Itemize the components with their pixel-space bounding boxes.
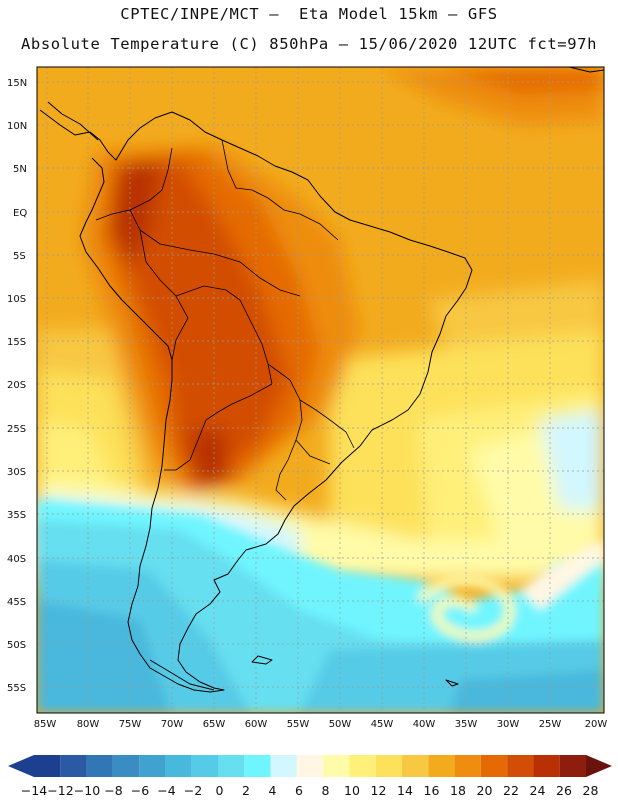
lon-label: 85W [34, 719, 57, 730]
lat-label: EQ [13, 208, 27, 219]
lon-label: 35W [455, 719, 478, 730]
colorbar-swatch [349, 755, 376, 777]
colorbar-swatch [454, 755, 481, 777]
colorbar-swatch [244, 755, 271, 777]
longitude-labels: 85W 80W 75W 70W 65W 60W 55W 50W 45W 40W … [34, 719, 608, 730]
map-title-line-2: Absolute Temperature (C) 850hPa – 15/06/… [20, 35, 598, 53]
colorbar-swatch [86, 755, 113, 777]
colorbar-label: 14 [397, 783, 413, 798]
colorbar-label: 0 [216, 783, 224, 798]
colorbar-swatch [218, 755, 245, 777]
lat-label: 15S [7, 337, 26, 348]
colorbar-label: 4 [269, 783, 277, 798]
colorbar-label: −8 [104, 783, 122, 798]
lon-label: 55W [287, 719, 310, 730]
colorbar-swatch [112, 755, 140, 777]
lat-label: 25S [7, 424, 26, 435]
lon-label: 60W [245, 719, 268, 730]
colorbar-label: 6 [295, 783, 303, 798]
colorbar-swatch [323, 755, 350, 777]
lat-label: 5N [13, 164, 27, 175]
lat-label: 30S [7, 467, 26, 478]
colorbar-label: 12 [371, 783, 387, 798]
lon-label: 25W [539, 719, 562, 730]
colorbar-label: −6 [131, 783, 149, 798]
colorbar-swatch [559, 755, 586, 777]
lat-label: 20S [7, 380, 26, 391]
colorbar-swatch [402, 755, 429, 777]
colorbar-swatch [60, 755, 87, 777]
lat-label: 55S [7, 683, 26, 694]
colorbar-swatch [139, 755, 166, 777]
lon-label: 30W [497, 719, 520, 730]
colorbar-label: −4 [157, 783, 175, 798]
colorbar-swatch [270, 755, 297, 777]
lat-label: 35S [7, 510, 26, 521]
lat-label: 15N [7, 78, 27, 89]
colorbar-label: 24 [530, 783, 546, 798]
colorbar-label: 28 [583, 783, 599, 798]
colorbar-swatch [191, 755, 218, 777]
colorbar-label: 10 [344, 783, 360, 798]
colorbar-label: −12 [47, 783, 73, 798]
colorbar-label: 26 [556, 783, 572, 798]
colorbar-label: 2 [242, 783, 250, 798]
lat-label: 40S [7, 554, 26, 565]
lon-label: 50W [329, 719, 352, 730]
lat-label: 5S [13, 251, 26, 262]
colorbar-label: 8 [322, 783, 330, 798]
colorbar-swatch [34, 755, 61, 777]
colorbar-label: −14 [21, 783, 47, 798]
lon-label: 80W [77, 719, 100, 730]
colorbar-swatch [375, 755, 402, 777]
lon-label: 45W [371, 719, 394, 730]
coastline [39, 67, 604, 693]
lat-label: 50S [7, 640, 26, 651]
colorbar: −14 −12 −10 −8 −6 −4 −2 0 2 4 6 8 10 12 … [8, 755, 612, 798]
colorbar-swatch [480, 755, 508, 777]
lat-label: 45S [7, 597, 26, 608]
map-frame [36, 66, 605, 714]
lat-label: 10N [7, 121, 27, 132]
colorbar-label: −2 [184, 783, 202, 798]
country-borders [95, 139, 355, 501]
lon-label: 75W [119, 719, 142, 730]
lon-label: 40W [413, 719, 436, 730]
colorbar-label: 16 [424, 783, 440, 798]
lon-label: 20W [585, 719, 608, 730]
lon-label: 65W [203, 719, 226, 730]
colorbar-high-arrow [586, 755, 612, 777]
colorbar-label: −10 [74, 783, 100, 798]
colorbar-label: 22 [503, 783, 519, 798]
colorbar-swatch [296, 755, 324, 777]
temperature-field [37, 67, 604, 713]
map-title-line-1: CPTEC/INPE/MCT – Eta Model 15km – GFS [120, 5, 498, 23]
colorbar-swatch [533, 755, 560, 777]
colorbar-swatch [428, 755, 455, 777]
colorbar-label: 20 [477, 783, 493, 798]
colorbar-swatch [507, 755, 534, 777]
lon-label: 70W [161, 719, 184, 730]
colorbar-swatch [165, 755, 192, 777]
colorbar-low-arrow [8, 755, 34, 777]
latitude-labels: 15N 10N 5N EQ 5S 10S 15S 20S 25S 30S 35S… [7, 78, 27, 694]
lat-label: 10S [7, 294, 26, 305]
colorbar-label: 18 [450, 783, 466, 798]
